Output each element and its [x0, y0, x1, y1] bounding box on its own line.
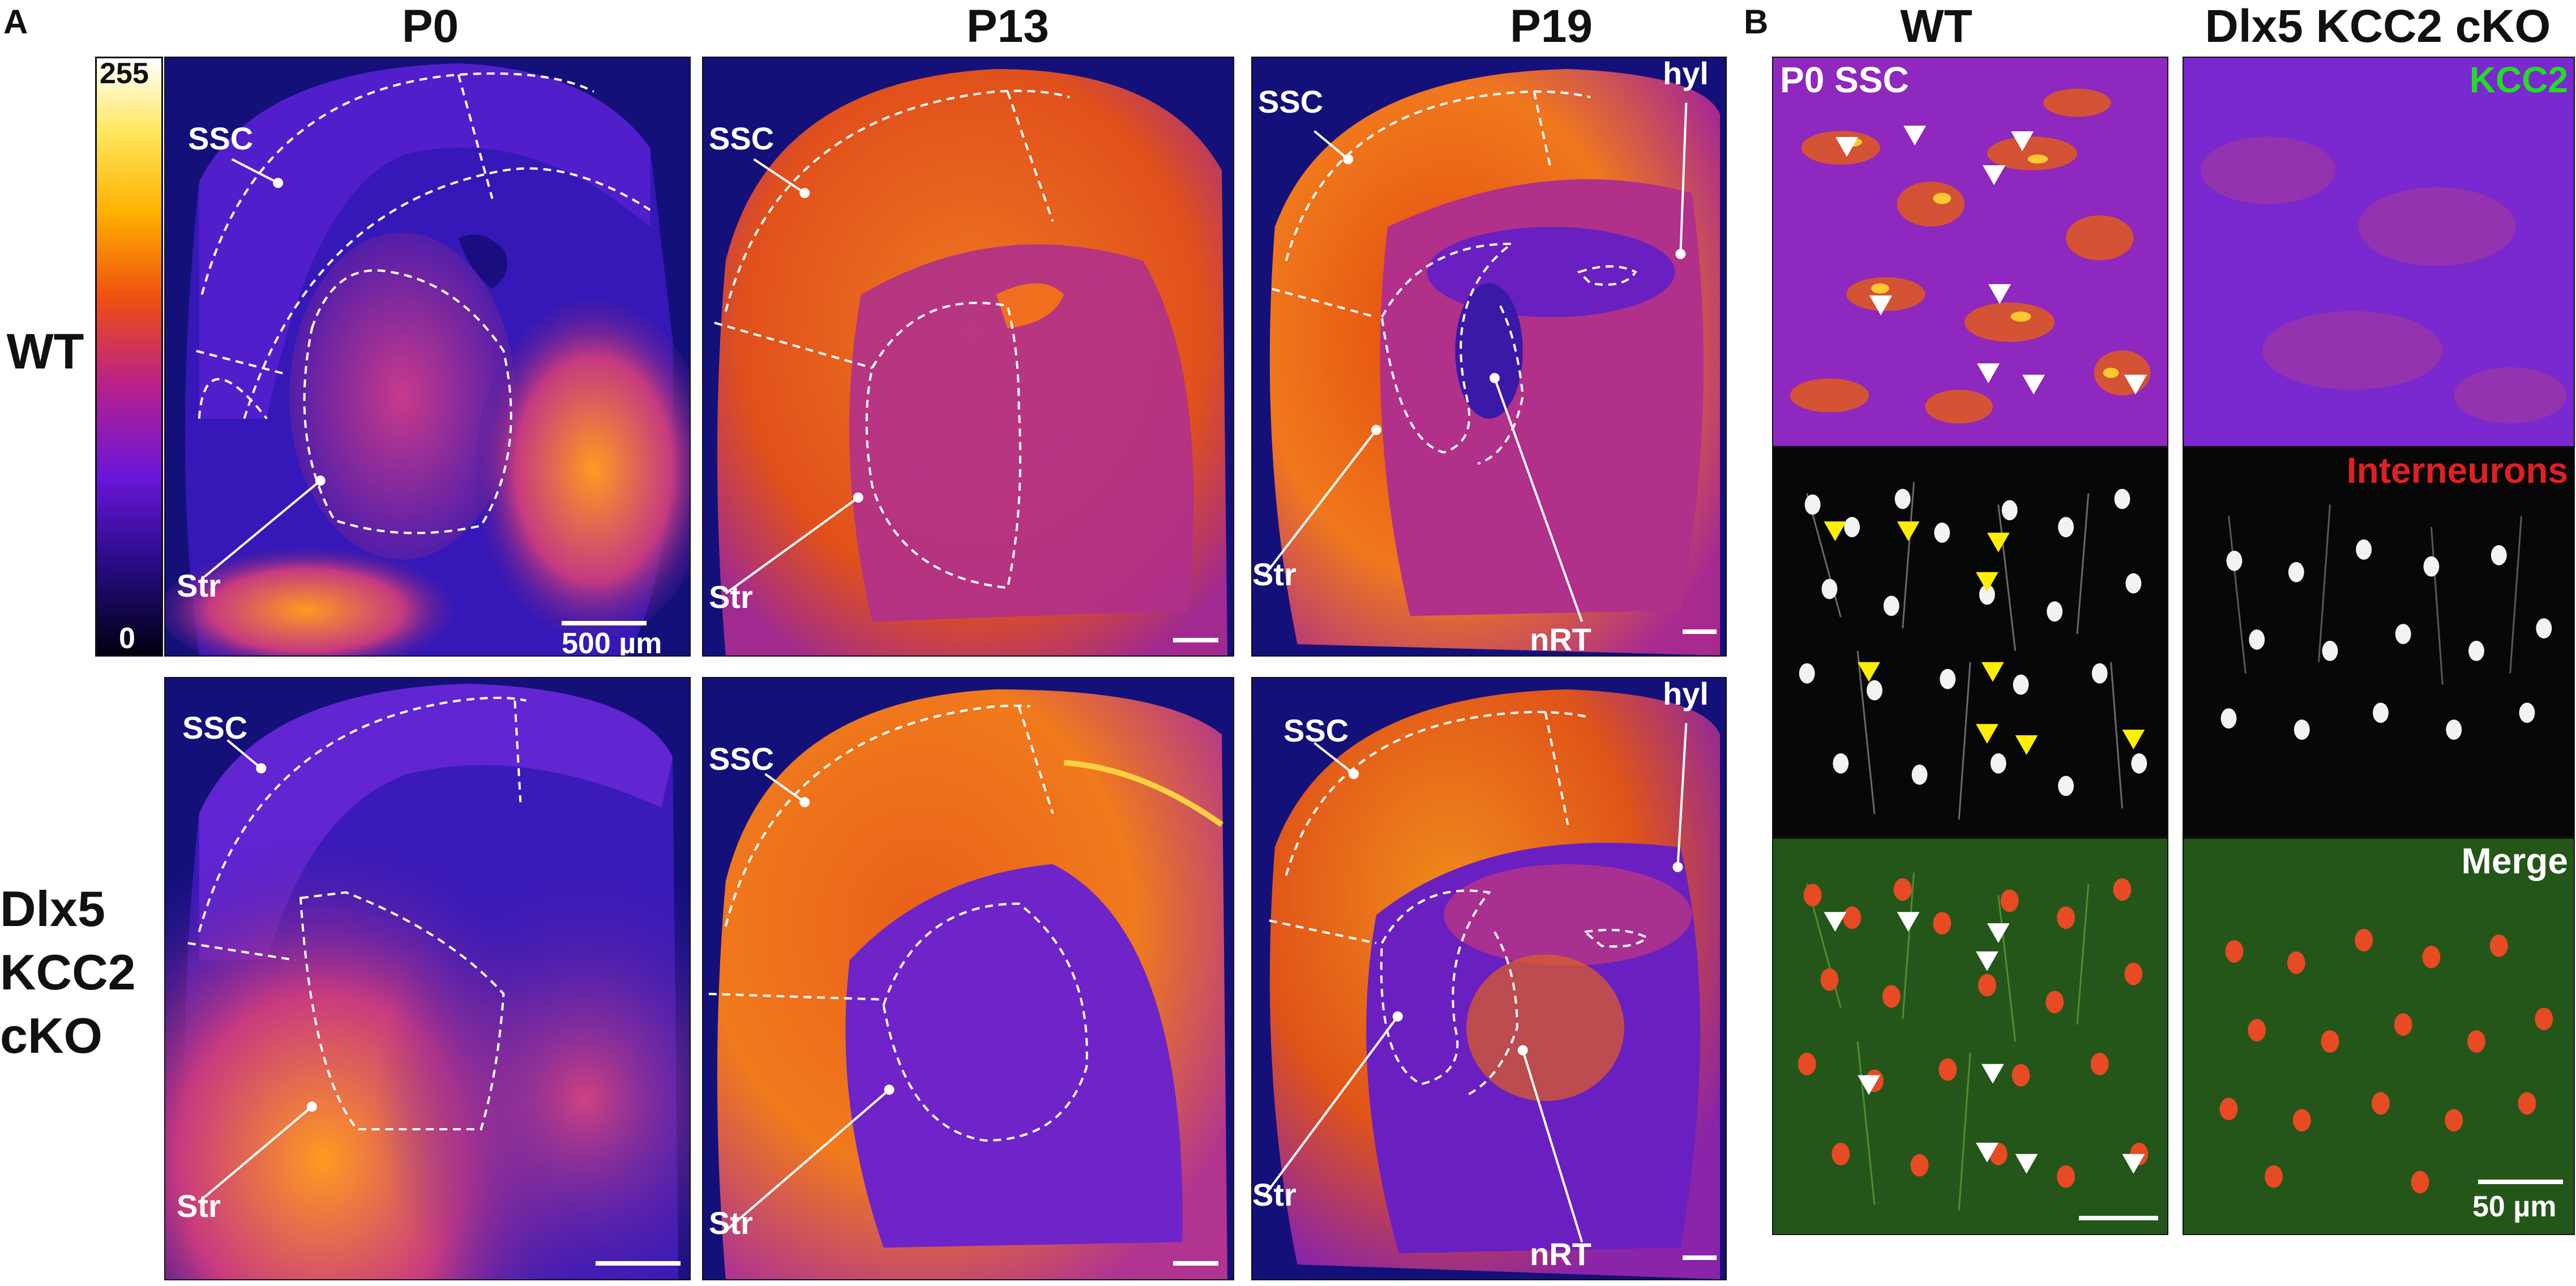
image-kcc2-wt: P0 SSC: [1772, 57, 2168, 447]
image-interneurons-cko: Interneurons: [2183, 447, 2575, 838]
label-str: Str: [1252, 556, 1296, 592]
panel-a-letter: A: [3, 3, 28, 41]
scale-bar: [2079, 1216, 2158, 1220]
image-kcc2-cko: KCC2: [2183, 57, 2575, 447]
column-title-p13: P13: [966, 1, 1049, 52]
label-str: Str: [709, 579, 753, 615]
image-interneurons-wt: [1772, 447, 2168, 838]
scale-bar: [2478, 1180, 2563, 1184]
arrowheads-white: [1835, 126, 2147, 395]
row-label-cko-line3: cKO: [0, 1008, 102, 1064]
scale-bar: [1683, 629, 1717, 634]
label-ssc: SSC: [188, 121, 254, 156]
row-label-wt-line: WT: [6, 323, 84, 379]
row-label-wt: WT: [0, 320, 91, 383]
label-ssc: SSC: [1283, 713, 1349, 748]
label-hyl: hyl: [1663, 677, 1709, 711]
image-cko-p0: SSC Str: [164, 677, 691, 1280]
row-label-cko-line2: KCC2: [0, 944, 136, 1000]
label-nrt: nRT: [1530, 1236, 1591, 1272]
panel-b-letter: B: [1744, 3, 1769, 41]
label-hyl: hyl: [1663, 57, 1709, 91]
region-label: P0 SSC: [1780, 59, 1909, 100]
image-cko-p13: SSC Str: [702, 677, 1234, 1280]
colorbar: [95, 57, 163, 657]
row-label-cko: Dlx5 KCC2 cKO: [0, 877, 136, 1068]
scale-bar: [1173, 638, 1218, 642]
column-title-cko: Dlx5 KCC2 cKO: [2205, 1, 2551, 52]
label-ssc: SSC: [709, 741, 774, 777]
scale-bar: [596, 1261, 681, 1266]
image-wt-p13: SSC Str: [702, 57, 1234, 657]
channel-label-kcc2: KCC2: [2469, 59, 2568, 100]
column-title-p19: P19: [1510, 1, 1593, 52]
label-ssc: SSC: [1258, 84, 1324, 119]
label-nrt: nRT: [1530, 621, 1591, 657]
row-label-cko-line1: Dlx5: [0, 881, 105, 937]
scale-label: 500 µm: [562, 627, 662, 657]
image-merge-wt: [1772, 838, 2168, 1235]
label-ssc: SSC: [709, 121, 774, 156]
image-wt-p19: SSC hyl Str nRT: [1251, 57, 1727, 657]
colorbar-max-label: 255: [100, 57, 149, 90]
label-str: Str: [1252, 1177, 1296, 1212]
image-cko-p19: SSC hyl Str nRT: [1251, 677, 1727, 1280]
scale-label: 50 µm: [2472, 1190, 2557, 1223]
channel-label-interneurons: Interneurons: [2346, 450, 2568, 491]
column-title-wt: WT: [1900, 1, 1972, 52]
image-wt-p0: SSC Str 500 µm: [164, 57, 691, 657]
column-title-p0: P0: [401, 1, 459, 52]
scale-bar: [562, 621, 647, 625]
label-ssc: SSC: [182, 710, 248, 745]
label-str: Str: [177, 1188, 221, 1224]
colorbar-min-label: 0: [119, 622, 135, 655]
scale-bar: [1683, 1255, 1717, 1260]
scale-bar: [1173, 1261, 1218, 1266]
label-str: Str: [177, 568, 221, 603]
image-merge-cko: Merge 50 µm: [2183, 838, 2575, 1235]
channel-label-merge: Merge: [2461, 841, 2569, 881]
label-str: Str: [709, 1205, 753, 1241]
